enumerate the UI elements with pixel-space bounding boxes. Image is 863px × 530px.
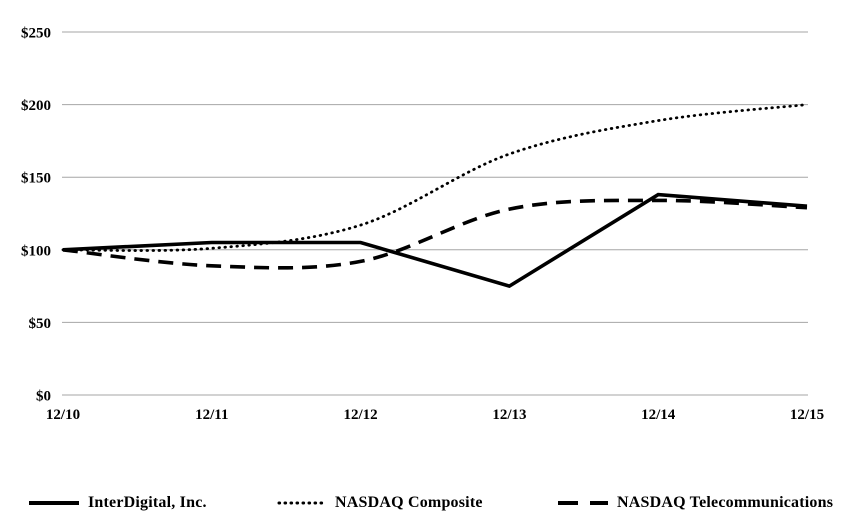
y-tick-label: $50 (29, 316, 52, 332)
y-tick-label: $250 (21, 26, 51, 42)
y-tick-label: $200 (21, 98, 51, 114)
x-tick-label: 12/10 (46, 407, 80, 423)
gridlines (62, 31, 808, 396)
x-axis-tick-labels: 12/10 12/11 12/12 12/13 12/14 12/15 (46, 407, 824, 423)
series-lines (61, 103, 809, 289)
chart-legend: InterDigital, Inc. NASDAQ Composite NASD… (0, 489, 863, 517)
y-axis-tick-labels: $0 $50 $100 $150 $200 $250 (21, 26, 51, 405)
legend-item-nasdaq-composite: NASDAQ Composite (277, 489, 483, 517)
interdigital-inc-line (62, 192, 808, 289)
plot-area: $0$50$100$150$200$250 12/10 12/11 12/12 12/… (21, 26, 824, 424)
solid-line-swatch (29, 501, 79, 505)
legend-item-interdigital: InterDigital, Inc. (28, 489, 207, 517)
nasdaq-composite-line (61, 103, 809, 252)
dotted-line-swatch (277, 501, 327, 505)
y-tick-label: $100 (21, 243, 51, 259)
legend-label-nasdaq-telecom: NASDAQ Telecommunications (617, 494, 834, 511)
x-tick-label: 12/12 (344, 407, 378, 423)
legend-label-nasdaq-composite: NASDAQ Composite (335, 494, 483, 511)
x-tick-label: 12/15 (790, 407, 824, 423)
y-tick-label: $150 (21, 171, 51, 187)
y-tick-label: $0 (36, 389, 51, 405)
legend-label-interdigital: InterDigital, Inc. (88, 494, 207, 511)
nasdaq-telecommunications-line (62, 198, 808, 270)
dashed-line-swatch (558, 501, 608, 505)
legend-item-nasdaq-telecom: NASDAQ Telecommunications (557, 489, 833, 517)
x-tick-label: 12/13 (492, 407, 526, 423)
x-tick-label: 12/11 (195, 407, 228, 423)
x-tick-label: 12/14 (641, 407, 676, 423)
